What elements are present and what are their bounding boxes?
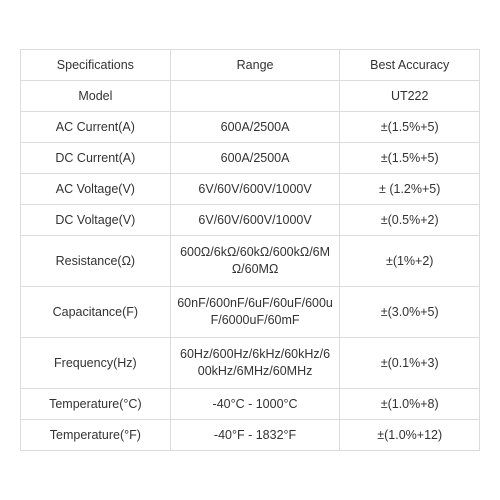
cell-range: 600Ω/6kΩ/60kΩ/600kΩ/6MΩ/60MΩ xyxy=(170,236,340,287)
cell-accuracy: ±(1.0%+12) xyxy=(340,419,480,450)
cell-range: Range xyxy=(170,50,340,81)
cell-accuracy: ±(1.5%+5) xyxy=(340,112,480,143)
cell-range: 60Hz/600Hz/6kHz/60kHz/600kHz/6MHz/60MHz xyxy=(170,337,340,388)
table-row: Frequency(Hz) 60Hz/600Hz/6kHz/60kHz/600k… xyxy=(21,337,480,388)
cell-accuracy: ±(3.0%+5) xyxy=(340,287,480,338)
table-row: Model UT222 xyxy=(21,81,480,112)
cell-range: 6V/60V/600V/1000V xyxy=(170,174,340,205)
table-row: Temperature(°C) -40°C - 1000°C ±(1.0%+8) xyxy=(21,388,480,419)
cell-range: 600A/2500A xyxy=(170,112,340,143)
cell-spec: Temperature(°C) xyxy=(21,388,171,419)
cell-accuracy: ±(1.5%+5) xyxy=(340,143,480,174)
table-row: Capacitance(F) 60nF/600nF/6uF/60uF/600uF… xyxy=(21,287,480,338)
table-row: Resistance(Ω) 600Ω/6kΩ/60kΩ/600kΩ/6MΩ/60… xyxy=(21,236,480,287)
cell-spec: DC Voltage(V) xyxy=(21,205,171,236)
spec-table: Specifications Range Best Accuracy Model… xyxy=(20,49,480,450)
cell-accuracy: Best Accuracy xyxy=(340,50,480,81)
cell-spec: AC Current(A) xyxy=(21,112,171,143)
table-row: AC Voltage(V) 6V/60V/600V/1000V ± (1.2%+… xyxy=(21,174,480,205)
cell-accuracy: ±(0.5%+2) xyxy=(340,205,480,236)
cell-spec: Temperature(°F) xyxy=(21,419,171,450)
cell-range: -40°F - 1832°F xyxy=(170,419,340,450)
cell-spec: Specifications xyxy=(21,50,171,81)
spec-table-container: Specifications Range Best Accuracy Model… xyxy=(0,29,500,470)
cell-accuracy: ±(1%+2) xyxy=(340,236,480,287)
cell-range xyxy=(170,81,340,112)
cell-spec: DC Current(A) xyxy=(21,143,171,174)
table-row: Specifications Range Best Accuracy xyxy=(21,50,480,81)
table-row: Temperature(°F) -40°F - 1832°F ±(1.0%+12… xyxy=(21,419,480,450)
cell-range: 6V/60V/600V/1000V xyxy=(170,205,340,236)
cell-accuracy: ±(0.1%+3) xyxy=(340,337,480,388)
cell-spec: Resistance(Ω) xyxy=(21,236,171,287)
cell-range: 60nF/600nF/6uF/60uF/600uF/6000uF/60mF xyxy=(170,287,340,338)
cell-accuracy: ± (1.2%+5) xyxy=(340,174,480,205)
table-row: AC Current(A) 600A/2500A ±(1.5%+5) xyxy=(21,112,480,143)
cell-accuracy: UT222 xyxy=(340,81,480,112)
table-row: DC Current(A) 600A/2500A ±(1.5%+5) xyxy=(21,143,480,174)
cell-range: 600A/2500A xyxy=(170,143,340,174)
cell-accuracy: ±(1.0%+8) xyxy=(340,388,480,419)
table-row: DC Voltage(V) 6V/60V/600V/1000V ±(0.5%+2… xyxy=(21,205,480,236)
cell-spec: Capacitance(F) xyxy=(21,287,171,338)
cell-spec: AC Voltage(V) xyxy=(21,174,171,205)
cell-range: -40°C - 1000°C xyxy=(170,388,340,419)
cell-spec: Model xyxy=(21,81,171,112)
cell-spec: Frequency(Hz) xyxy=(21,337,171,388)
